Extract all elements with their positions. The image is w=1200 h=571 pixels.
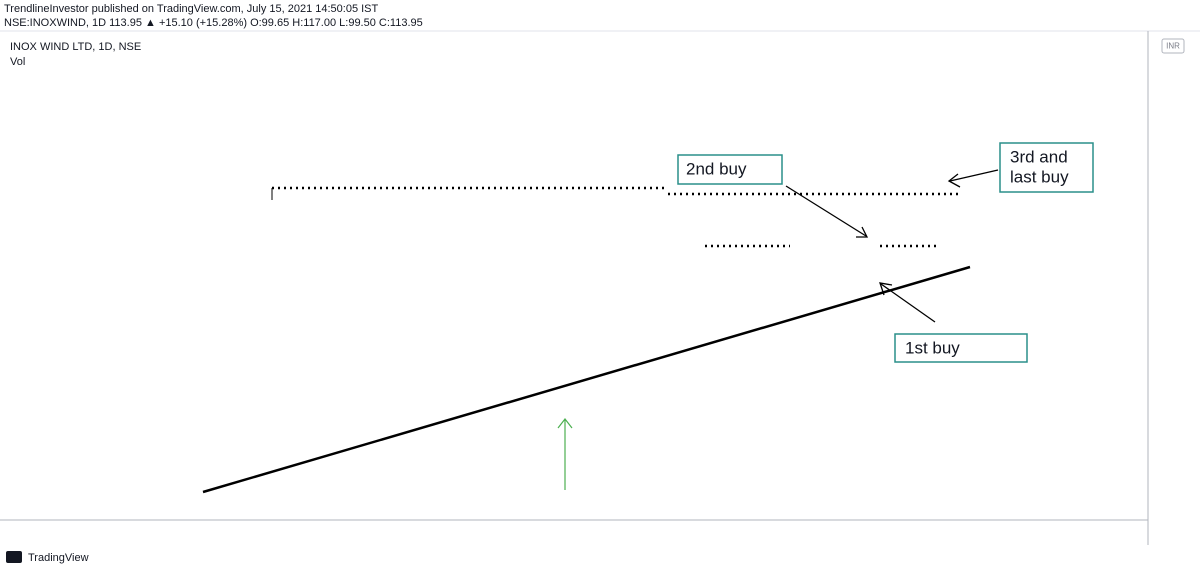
arrow-head xyxy=(856,226,869,238)
annotation-box xyxy=(999,142,1094,193)
quote-line: NSE:INOXWIND, 1D 113.95 ▲ +15.10 (+15.28… xyxy=(4,17,423,29)
annotation: 1st buy xyxy=(905,338,960,357)
chart-title: INOX WIND LTD, 1D, NSE xyxy=(10,41,141,53)
currency: INR xyxy=(1166,42,1180,51)
arrow-head xyxy=(557,418,573,429)
footer-logo: TradingView xyxy=(28,552,89,564)
arrow-head xyxy=(879,282,893,296)
trendline xyxy=(202,265,971,494)
annotation: last buy xyxy=(1010,167,1069,186)
drawings: 2nd buy 3rd and last buy 1st buy xyxy=(202,142,1094,494)
annotation-box xyxy=(677,154,783,185)
volume-legend: Vol xyxy=(10,56,25,68)
annotation: 2nd buy xyxy=(686,159,747,178)
logo-icon xyxy=(6,551,22,563)
arrow-head xyxy=(947,173,961,188)
arrow xyxy=(785,185,867,237)
currency-badge xyxy=(1161,38,1185,54)
annotation-box xyxy=(894,333,1028,363)
publisher-line: TrendlineInvestor published on TradingVi… xyxy=(4,3,379,15)
arrow xyxy=(949,169,999,182)
arrow xyxy=(880,283,936,323)
annotation: 3rd and xyxy=(1010,147,1068,166)
